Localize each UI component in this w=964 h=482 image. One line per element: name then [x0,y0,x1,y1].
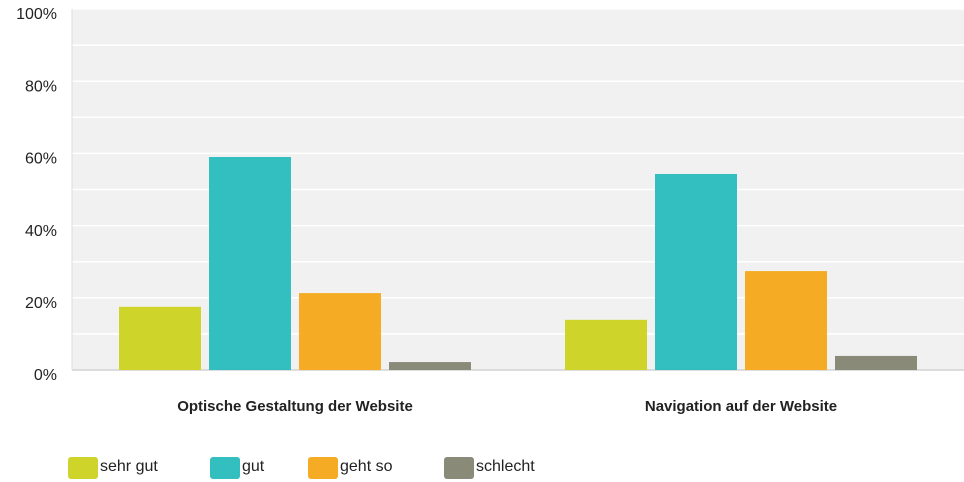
legend-label: schlecht [476,458,535,475]
y-tick-label: 0% [34,367,57,384]
y-tick-label: 100% [16,6,57,23]
bar [389,362,471,370]
bar [835,355,917,370]
legend-swatch [308,457,338,479]
x-tick-label: Navigation auf der Website [645,398,837,415]
x-tick-label: Optische Gestaltung der Website [177,398,413,415]
y-tick-label: 60% [25,151,57,168]
bar [299,293,381,370]
legend-swatch [210,457,240,479]
bar [655,173,737,370]
bar [745,271,827,370]
legend-label: gut [242,458,265,475]
y-tick-label: 40% [25,223,57,240]
legend-label: sehr gut [100,458,158,475]
y-tick-label: 20% [25,295,57,312]
y-tick-label: 80% [25,78,57,95]
bar [209,157,291,370]
bar [565,319,647,370]
legend-swatch [444,457,474,479]
legend-label: geht so [340,458,393,475]
legend-swatch [68,457,98,479]
bar [119,306,201,370]
